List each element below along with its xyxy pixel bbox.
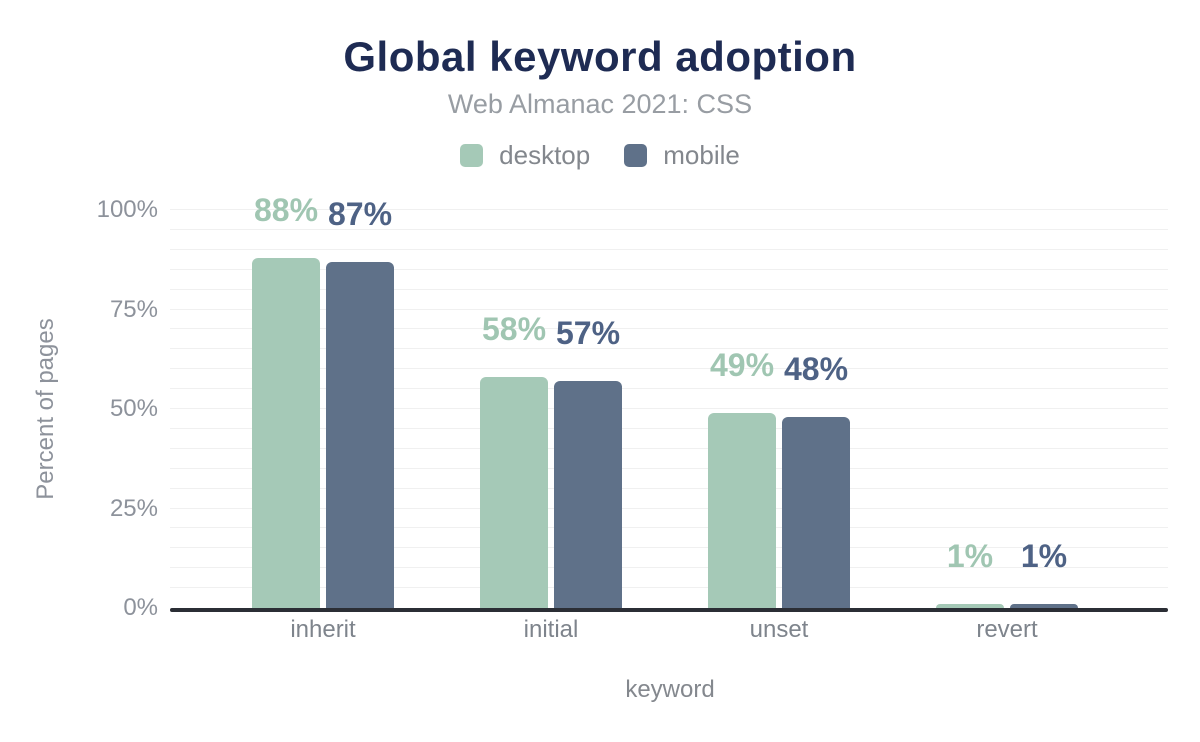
gridline-25pct xyxy=(170,507,1168,509)
plot-area: 88% 87% 58% 57% 49% 48% 1% 1% xyxy=(170,194,1168,612)
value-label-desktop-initial: 58% xyxy=(481,311,547,348)
chart-subtitle: Web Almanac 2021: CSS xyxy=(447,89,753,119)
legend-label-desktop: desktop xyxy=(499,140,591,170)
gridline-50pct xyxy=(170,408,1168,409)
bar-desktop-unset xyxy=(708,412,776,608)
value-label-desktop-unset: 49% xyxy=(709,346,775,383)
x-axis-title: keyword xyxy=(625,676,715,703)
gridline-40pct xyxy=(170,447,1168,449)
gridline-5pct xyxy=(170,587,1168,589)
chart-title: Global keyword adoption xyxy=(343,33,857,80)
gridline-65pct xyxy=(170,348,1168,350)
gridline-15pct xyxy=(170,547,1168,549)
value-label-desktop-inherit: 88% xyxy=(253,191,319,228)
y-tick-75pct: 75% xyxy=(109,295,158,323)
x-tick-unset: unset xyxy=(749,616,809,643)
value-label-mobile-unset: 48% xyxy=(783,350,849,387)
y-tick-0pct: 0% xyxy=(123,594,158,621)
gridline-75pct xyxy=(170,308,1168,310)
y-tick-100pct: 100% xyxy=(96,196,158,223)
gridline-70pct xyxy=(170,328,1168,330)
bar-desktop-inherit xyxy=(252,257,320,608)
value-label-mobile-initial: 57% xyxy=(555,315,621,352)
bar-desktop-revert xyxy=(936,604,1004,608)
legend-swatch-desktop-icon xyxy=(460,143,484,167)
legend: desktop mobile xyxy=(0,142,1200,168)
bar-mobile-inherit xyxy=(326,261,394,608)
y-tick-25pct: 25% xyxy=(109,494,158,522)
gridline-95pct xyxy=(170,228,1168,230)
y-axis-ticks: 0% 25% 50% 75% 100% xyxy=(0,198,158,620)
x-tick-inherit: inherit xyxy=(290,616,356,643)
gridline-80pct xyxy=(170,288,1168,290)
gridline-45pct xyxy=(170,427,1168,429)
legend-label-mobile: mobile xyxy=(663,140,740,170)
gridline-60pct xyxy=(170,368,1168,370)
bar-mobile-unset xyxy=(782,416,850,608)
x-axis-ticks: inherit initial unset revert xyxy=(172,618,1168,648)
gridline-90pct xyxy=(170,248,1168,250)
gridline-20pct xyxy=(170,527,1168,529)
bar-desktop-initial xyxy=(480,377,548,608)
legend-swatch-mobile-icon xyxy=(624,143,648,167)
x-axis-line xyxy=(170,608,1168,612)
legend-item-mobile: mobile xyxy=(624,142,740,168)
x-tick-revert: revert xyxy=(976,616,1038,643)
y-tick-50pct: 50% xyxy=(109,395,158,422)
value-label-mobile-inherit: 87% xyxy=(327,195,393,232)
gridline-55pct xyxy=(170,388,1168,390)
x-tick-initial: initial xyxy=(523,616,579,643)
gridline-85pct xyxy=(170,268,1168,270)
gridline-10pct xyxy=(170,567,1168,569)
bar-mobile-initial xyxy=(554,381,622,608)
gridline-100pct xyxy=(170,209,1168,210)
gridline-30pct xyxy=(170,487,1168,489)
gridline-35pct xyxy=(170,467,1168,469)
bar-mobile-revert xyxy=(1010,604,1078,608)
value-label-desktop-revert: 1% xyxy=(946,538,994,575)
legend-item-desktop: desktop xyxy=(460,142,590,168)
value-label-mobile-revert: 1% xyxy=(1020,538,1068,575)
